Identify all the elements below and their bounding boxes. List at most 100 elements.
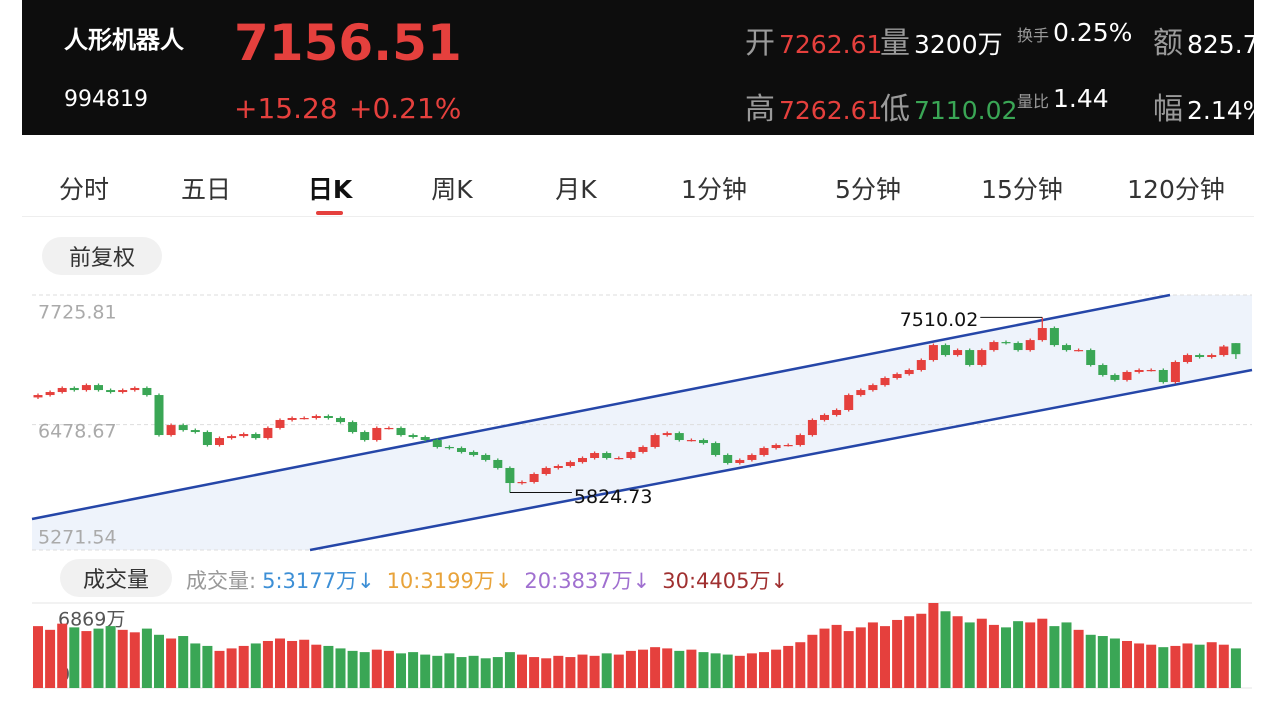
volume-bar <box>916 613 927 688</box>
volume-bar <box>178 636 189 688</box>
tab-indicator <box>316 211 343 215</box>
stat-label: 开 <box>745 26 775 61</box>
volume-ma-item: 20:3837万↓ <box>524 569 651 593</box>
candle-body <box>1074 350 1084 352</box>
candle-body <box>1146 369 1156 372</box>
volume-bar <box>1194 644 1205 688</box>
candle-body <box>94 385 103 391</box>
volume-ma-label: 成交量: <box>186 569 257 593</box>
tab[interactable]: 1分钟 <box>681 175 747 204</box>
candle-body <box>311 416 321 418</box>
candle-body <box>602 453 612 459</box>
candle-body <box>626 451 636 459</box>
candle-body <box>287 417 297 420</box>
candle-body <box>880 377 890 386</box>
candle-body <box>614 458 624 460</box>
candle-body <box>457 448 466 452</box>
volume-bar <box>1206 642 1217 688</box>
candle-body <box>481 454 491 460</box>
y-tick-label: 5271.54 <box>38 527 117 549</box>
volume-bar <box>952 616 963 688</box>
candle-body <box>578 458 587 463</box>
candle-body <box>590 453 600 459</box>
volume-bar <box>1049 626 1060 688</box>
volume-bar <box>1061 622 1072 688</box>
candle-body <box>517 482 527 484</box>
volume-bar <box>843 631 854 688</box>
volume-bar <box>69 627 80 688</box>
volume-bar <box>190 643 201 688</box>
volume-bar <box>1073 629 1084 688</box>
tab[interactable]: 分时 <box>58 175 110 204</box>
volume-bar <box>759 652 769 688</box>
stat-label: 低 <box>880 92 910 127</box>
stat-label: 换手 <box>1017 26 1050 45</box>
stat: 高 7262.61 <box>745 84 882 128</box>
channel-upper <box>31 293 1171 521</box>
volume-bar <box>613 654 624 688</box>
volume-bar <box>988 624 999 688</box>
candle-body <box>941 345 950 356</box>
volume-bar <box>323 645 334 688</box>
volume-bar <box>904 616 915 688</box>
volume-bar <box>129 632 140 688</box>
candle-body <box>420 437 430 441</box>
candle-body <box>953 350 963 356</box>
candle-body <box>723 454 733 463</box>
candle-body <box>820 414 829 420</box>
tab[interactable]: 月K <box>555 175 597 204</box>
volume-bar <box>589 655 600 688</box>
candle-body <box>807 419 817 436</box>
volume-bar <box>456 657 467 688</box>
volume-ma-item: 30:4405万↓ <box>662 569 789 593</box>
volume-bar <box>504 652 515 688</box>
candle-body <box>832 409 842 415</box>
volume-bar <box>746 653 757 688</box>
candle-body <box>239 433 249 437</box>
volume-bar <box>686 649 697 688</box>
candle-body <box>251 433 261 439</box>
candle-body <box>1134 369 1144 372</box>
candle-body <box>1013 342 1023 351</box>
candle-body <box>735 459 745 463</box>
y-tick-label: 6478.67 <box>38 420 117 442</box>
candle-body <box>638 446 648 452</box>
candle-body <box>263 427 273 439</box>
volume-bar <box>940 611 951 688</box>
candle-body <box>106 390 116 393</box>
adjust-button[interactable]: 前复权 <box>42 237 162 275</box>
candle-body <box>1001 342 1011 344</box>
candle-body <box>1207 355 1217 358</box>
candle-body <box>747 454 757 460</box>
volume-button[interactable]: 成交量 <box>60 559 172 597</box>
volume-bar <box>420 654 431 688</box>
volume-bar <box>335 648 346 688</box>
tab[interactable]: 120分钟 <box>1127 175 1225 204</box>
volume-bar <box>81 631 92 688</box>
volume-bar <box>166 638 177 688</box>
volume-bar <box>553 655 564 688</box>
tab[interactable]: 五日 <box>180 175 232 204</box>
candle-body <box>904 369 914 375</box>
candle-body <box>928 345 938 361</box>
stat: 量 3200万 <box>880 18 1003 62</box>
volume-bar <box>867 622 878 688</box>
tab[interactable]: 5分钟 <box>835 175 901 204</box>
candle-body <box>348 422 358 433</box>
tab[interactable]: 15分钟 <box>981 175 1063 204</box>
volume-bar <box>807 634 818 688</box>
change-pct: +0.21% <box>349 92 462 125</box>
volume-bar <box>771 649 782 688</box>
candle-body <box>384 427 394 430</box>
candle-body <box>553 466 563 468</box>
candle-body <box>227 436 237 439</box>
candle-body <box>686 440 696 442</box>
stat-value: 1.44 <box>1053 84 1109 113</box>
volume-bar <box>541 658 552 688</box>
candle-body <box>1170 361 1180 383</box>
candle-body <box>444 446 454 449</box>
tab[interactable]: 周K <box>431 175 473 204</box>
candle-body <box>275 419 285 428</box>
tab[interactable]: 日K <box>307 175 353 204</box>
